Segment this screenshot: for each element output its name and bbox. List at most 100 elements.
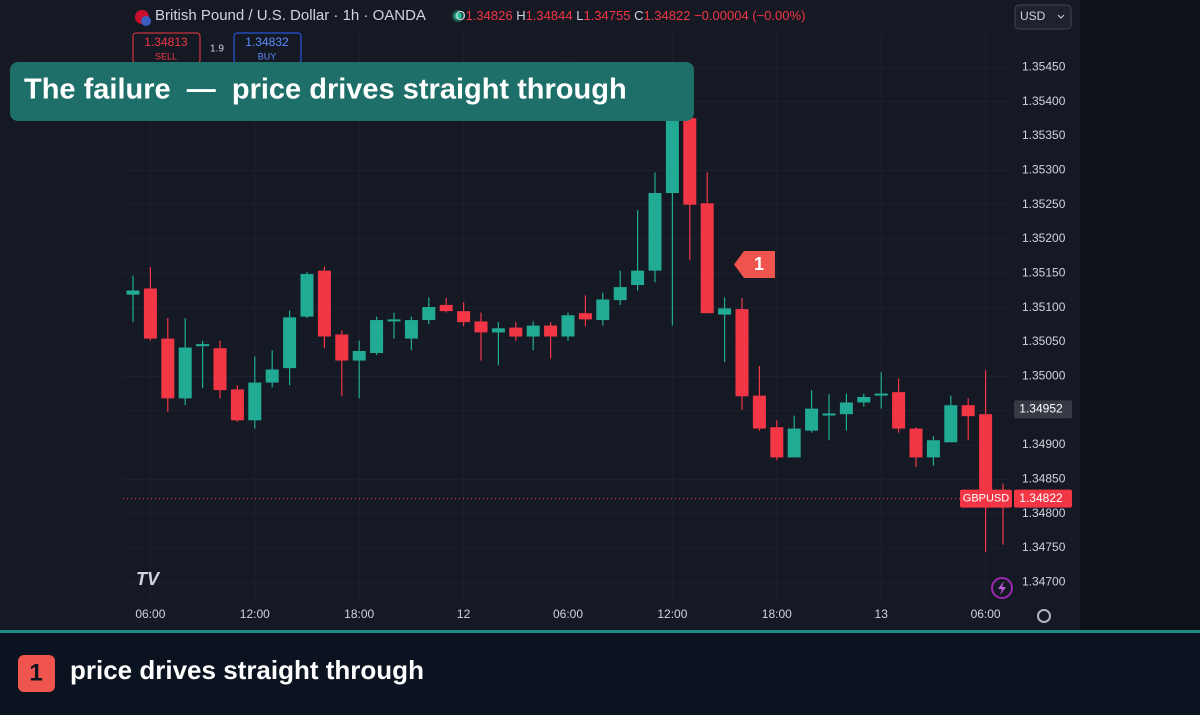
footer-badge — [18, 655, 55, 692]
currency: USD — [1020, 9, 1046, 23]
axes: 1.34700 1.34750 1.34800 1.34850 1.34900 1.349… — [123, 60, 1072, 621]
candle-body — [143, 288, 157, 339]
y-tick-label: 1.35200 — [1022, 231, 1066, 245]
y-tick-label: 1.34750 — [1022, 540, 1066, 554]
candle-body — [370, 320, 384, 354]
candle-body — [300, 274, 314, 317]
ohlc-label: H — [516, 8, 526, 23]
candle-body — [317, 270, 331, 337]
y-tick-label: 1.34700 — [1022, 575, 1066, 589]
y-tick-label: 1.35300 — [1022, 163, 1066, 177]
candle-body — [526, 325, 540, 337]
x-tick-label: 12:00 — [240, 607, 270, 621]
status-dot — [454, 12, 462, 20]
candle-body — [178, 347, 192, 399]
candle-body — [561, 315, 575, 337]
last-price-tag — [1014, 489, 1072, 508]
candle-body — [352, 350, 366, 361]
candle-body — [631, 270, 645, 286]
y-tick-label: 1.34900 — [1022, 437, 1066, 451]
candle-body — [718, 308, 732, 315]
footer-line — [0, 630, 1200, 633]
x-tick-label: 13 — [875, 607, 889, 621]
x-tick-label: 12:00 — [657, 607, 687, 621]
annotation-number: 1 — [754, 254, 764, 274]
candle-body — [283, 317, 297, 369]
x-tick-label: 18:00 — [344, 607, 374, 621]
y-tick-label: 1.34800 — [1022, 506, 1066, 520]
y-tick-label: 1.35000 — [1022, 369, 1066, 383]
currency-select[interactable] — [1014, 4, 1072, 30]
banner — [10, 62, 694, 121]
candle-body — [752, 395, 766, 429]
candle-body — [944, 405, 958, 443]
settings-icon[interactable] — [1037, 609, 1051, 623]
candle-body — [857, 396, 871, 403]
candle-body — [787, 428, 801, 458]
candles — [126, 105, 1010, 553]
symbol: British Pound / U.S. Dollar · 1h · OANDA — [155, 7, 426, 24]
lightning-icon — [998, 581, 1006, 595]
flag-icon — [141, 16, 151, 26]
logo: TV — [136, 569, 161, 589]
candle-body — [491, 328, 505, 333]
lightning-icon[interactable] — [991, 577, 1013, 599]
candle-body — [700, 203, 714, 314]
symbol-tag-label: GBPUSD — [963, 493, 1010, 505]
x-tick-label: 06:00 — [971, 607, 1001, 621]
y-tick-label: 1.35100 — [1022, 300, 1066, 314]
banner-text: The failure — price drives straight thro… — [24, 74, 627, 106]
candle-body — [683, 118, 697, 205]
candle-body — [474, 321, 488, 333]
candle-body — [770, 427, 784, 458]
ohlc-value: 1.34755 — [583, 8, 631, 23]
candle-body — [578, 313, 592, 320]
marker-label: 1.34952 — [1019, 402, 1063, 416]
candle-body — [265, 369, 279, 383]
x-tick-label: 18:00 — [762, 607, 792, 621]
candle-body — [596, 299, 610, 321]
candle-body — [735, 309, 749, 397]
x-tick-label: 06:00 — [553, 607, 583, 621]
candle-body — [161, 338, 175, 399]
candle-body — [665, 118, 679, 194]
header: British Pound / U.S. Dollar · 1h · OANDA… — [155, 7, 805, 24]
y-tick-label: 1.35450 — [1022, 60, 1066, 74]
footer-text: price drives straight through — [70, 655, 424, 685]
candle-body — [909, 428, 923, 458]
y-tick-label: 1.35050 — [1022, 334, 1066, 348]
x-tick-label: 12 — [457, 607, 471, 621]
symbol-tag — [960, 489, 1012, 508]
candle-body — [230, 389, 244, 421]
candle-body — [874, 393, 888, 396]
candle-body — [335, 334, 349, 361]
x-tick-label: 06:00 — [135, 607, 165, 621]
y-tick-label: 1.35350 — [1022, 128, 1066, 142]
ohlc-label: C — [634, 8, 644, 23]
dropdown-arrow — [1057, 14, 1065, 19]
candle-body — [613, 287, 627, 301]
ohlc: O1.34826 H1.34844 L1.34755 C1.34822 −0.0… — [455, 8, 805, 23]
candle-body — [387, 319, 401, 322]
ohlc-label: O — [455, 8, 466, 23]
grid — [123, 33, 1012, 603]
y-tick-label: 1.35150 — [1022, 266, 1066, 280]
ohlc-value: 1.34826 — [465, 8, 513, 23]
y-tick-label: 1.34850 — [1022, 472, 1066, 486]
candle-body — [126, 290, 140, 295]
candle-body — [839, 402, 853, 415]
last-price-label: 1.34822 — [1019, 491, 1063, 505]
ohlc-label: L — [576, 8, 584, 23]
candle-body — [544, 325, 558, 337]
candle-body — [439, 304, 453, 312]
candle-body — [213, 348, 227, 391]
candle-body — [892, 392, 906, 429]
candle-body — [404, 320, 418, 339]
annotation-flag — [734, 251, 775, 278]
ohlc-value: 1.34822 — [643, 8, 691, 23]
change: −0.00004 (−0.00%) — [694, 8, 806, 23]
candle-body — [961, 405, 975, 417]
candle-body — [822, 413, 836, 416]
